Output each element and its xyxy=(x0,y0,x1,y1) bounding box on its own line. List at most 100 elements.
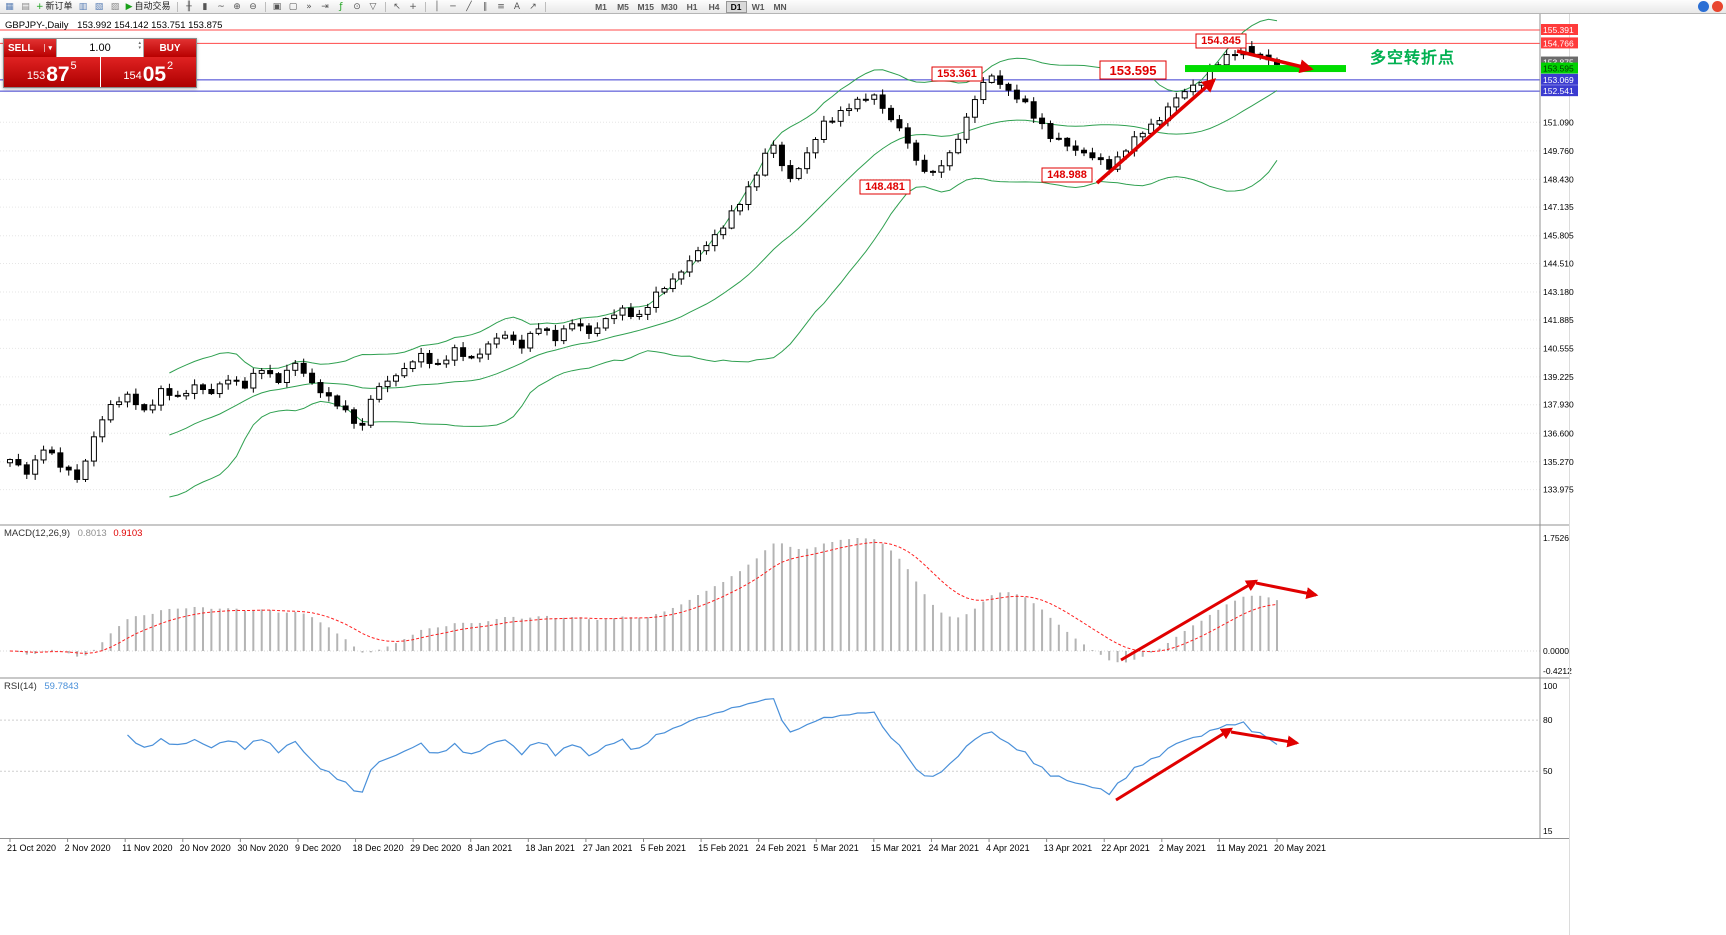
terminal-icon[interactable]: ▨ xyxy=(108,0,123,13)
trend-arrow[interactable] xyxy=(1236,49,1314,74)
timeframe-button-m30[interactable]: M30 xyxy=(658,1,681,13)
candle-body xyxy=(292,362,299,371)
date-label: 29 Dec 2020 xyxy=(410,843,461,853)
trendline-icon: ╱ xyxy=(466,1,472,12)
support-zone-line[interactable] xyxy=(1185,65,1346,73)
timeframe-button-d1[interactable]: D1 xyxy=(725,0,747,13)
timeframe-button-m5[interactable]: M5 xyxy=(613,1,634,13)
candle-body xyxy=(443,359,450,365)
new-chart-icon[interactable]: ▦ xyxy=(2,0,17,13)
horizontal-line-icon[interactable]: ─ xyxy=(446,0,461,13)
vertical-line-icon[interactable]: │ xyxy=(430,0,445,13)
fibonacci-icon[interactable]: ≡ xyxy=(494,0,509,13)
price-tag-text: 153.875 xyxy=(1543,58,1574,68)
price-axis-label: 141.885 xyxy=(1543,315,1574,325)
date-label: 5 Mar 2021 xyxy=(813,843,859,853)
text-label-icon[interactable]: A xyxy=(510,0,525,13)
candle-body xyxy=(1181,91,1188,99)
periods-icon[interactable]: ⊙ xyxy=(350,0,365,13)
rsi-trend-arrow[interactable] xyxy=(1115,727,1234,802)
candle-body xyxy=(946,152,953,167)
timeframe-button-w1[interactable]: W1 xyxy=(748,1,769,13)
date-label: 5 Feb 2021 xyxy=(641,843,687,853)
volume-field[interactable]: 1.00 ▴ ▾ xyxy=(56,39,144,57)
bar-chart-icon[interactable]: ╫ xyxy=(182,0,197,13)
community-icon[interactable] xyxy=(1698,1,1709,12)
auto-scroll-icon[interactable]: » xyxy=(302,0,317,13)
indicators-icon[interactable]: ƒ xyxy=(334,0,349,13)
date-label: 20 May 2021 xyxy=(1274,843,1326,853)
candle-body xyxy=(82,460,89,480)
candle-body xyxy=(846,108,853,112)
trendline-icon[interactable]: ╱ xyxy=(462,0,477,13)
turning-point-annotation[interactable]: 多空转折点 xyxy=(1370,50,1456,67)
zoom-out-icon: ⊖ xyxy=(249,1,257,12)
chevron-down-icon[interactable]: ▾ xyxy=(44,44,52,52)
candle-body xyxy=(535,328,542,334)
buy-button[interactable]: BUY xyxy=(144,39,196,57)
rsi-trend-arrow[interactable] xyxy=(1230,730,1300,748)
candle-body xyxy=(787,165,794,179)
timeframe-button-m15[interactable]: M15 xyxy=(635,1,658,13)
profiles-icon: ▤ xyxy=(21,1,30,12)
tile-windows-icon[interactable]: ▣ xyxy=(270,0,285,13)
sell-price-prefix: 153 xyxy=(26,70,46,82)
alerts-icon[interactable] xyxy=(1712,1,1723,12)
candle-body xyxy=(711,234,718,247)
templates-icon: ▽ xyxy=(369,1,377,12)
price-axis[interactable]: 151.090 149.760 148.430 147.135 145.805 144.5… xyxy=(1541,24,1578,495)
new-order-button[interactable]: + 新订单 xyxy=(34,0,75,13)
price-axis-label: 147.135 xyxy=(1543,202,1574,212)
channel-icon[interactable]: ∥ xyxy=(478,0,493,13)
candlestick-chart-icon[interactable]: ▮ xyxy=(198,0,213,13)
macd-trend-arrow[interactable] xyxy=(1120,579,1259,662)
timeframe-button-h4[interactable]: H4 xyxy=(704,1,725,13)
price-annotation-box[interactable] xyxy=(859,179,911,195)
candle-body xyxy=(1139,132,1146,138)
timeframe-button-m1[interactable]: M1 xyxy=(591,1,612,13)
price-annotation-box[interactable] xyxy=(1099,60,1167,80)
crosshair-icon[interactable]: + xyxy=(406,0,421,13)
candle-body xyxy=(493,337,500,345)
zoom-in-icon[interactable]: ⊕ xyxy=(230,0,245,13)
profiles-icon[interactable]: ▤ xyxy=(18,0,33,13)
zoom-out-icon[interactable]: ⊖ xyxy=(246,0,261,13)
spinner-down-icon[interactable]: ▾ xyxy=(138,45,141,51)
price-annotation-box[interactable] xyxy=(1041,167,1093,183)
chart-shift-icon[interactable]: ⇥ xyxy=(318,0,333,13)
candle-body xyxy=(829,120,836,123)
price-tag xyxy=(1541,24,1578,35)
date-label: 24 Mar 2021 xyxy=(928,843,979,853)
trend-arrow[interactable] xyxy=(1095,78,1217,185)
arrows-tool-icon[interactable]: ↗ xyxy=(526,0,541,13)
terminal-icon: ▨ xyxy=(110,1,120,12)
timeframe-button-mn[interactable]: MN xyxy=(770,1,791,13)
timeframe-button-h1[interactable]: H1 xyxy=(682,1,703,13)
cursor-icon[interactable]: ↖ xyxy=(390,0,405,13)
candle-body xyxy=(40,449,47,461)
market-watch-icon[interactable]: ▥ xyxy=(76,0,91,13)
candle-body xyxy=(980,81,987,101)
price-axis-label: 133.975 xyxy=(1543,485,1574,495)
channel-icon: ∥ xyxy=(482,1,488,12)
candle-body xyxy=(1039,117,1046,125)
macd-trend-arrow[interactable] xyxy=(1255,581,1319,600)
buy-price[interactable]: 154 05 2 xyxy=(100,57,196,87)
price-annotation-text: 153.361 xyxy=(937,68,977,80)
spinner-up-icon[interactable]: ▴ xyxy=(138,40,141,46)
price-grid xyxy=(0,121,1540,491)
auto-trading-button[interactable]: ▶ 自动交易 xyxy=(124,0,173,13)
data-window-icon[interactable]: ▧ xyxy=(92,0,107,13)
templates-icon[interactable]: ▽ xyxy=(366,0,381,13)
cascade-windows-icon[interactable]: ▢ xyxy=(286,0,301,13)
volume-spinner[interactable]: ▴ ▾ xyxy=(138,41,141,51)
price-annotation-box[interactable] xyxy=(1195,33,1247,49)
line-chart-icon[interactable]: ~ xyxy=(214,0,229,13)
price-annotation-box[interactable] xyxy=(931,66,983,82)
sell-price[interactable]: 153 87 5 xyxy=(4,57,101,87)
candle-body xyxy=(485,343,492,355)
sell-button[interactable]: SELL ▾ xyxy=(4,39,56,57)
time-axis[interactable]: 21 Oct 2020 2 Nov 2020 11 Nov 2020 20 Nov 2… xyxy=(7,838,1326,854)
candle-body xyxy=(208,388,215,395)
